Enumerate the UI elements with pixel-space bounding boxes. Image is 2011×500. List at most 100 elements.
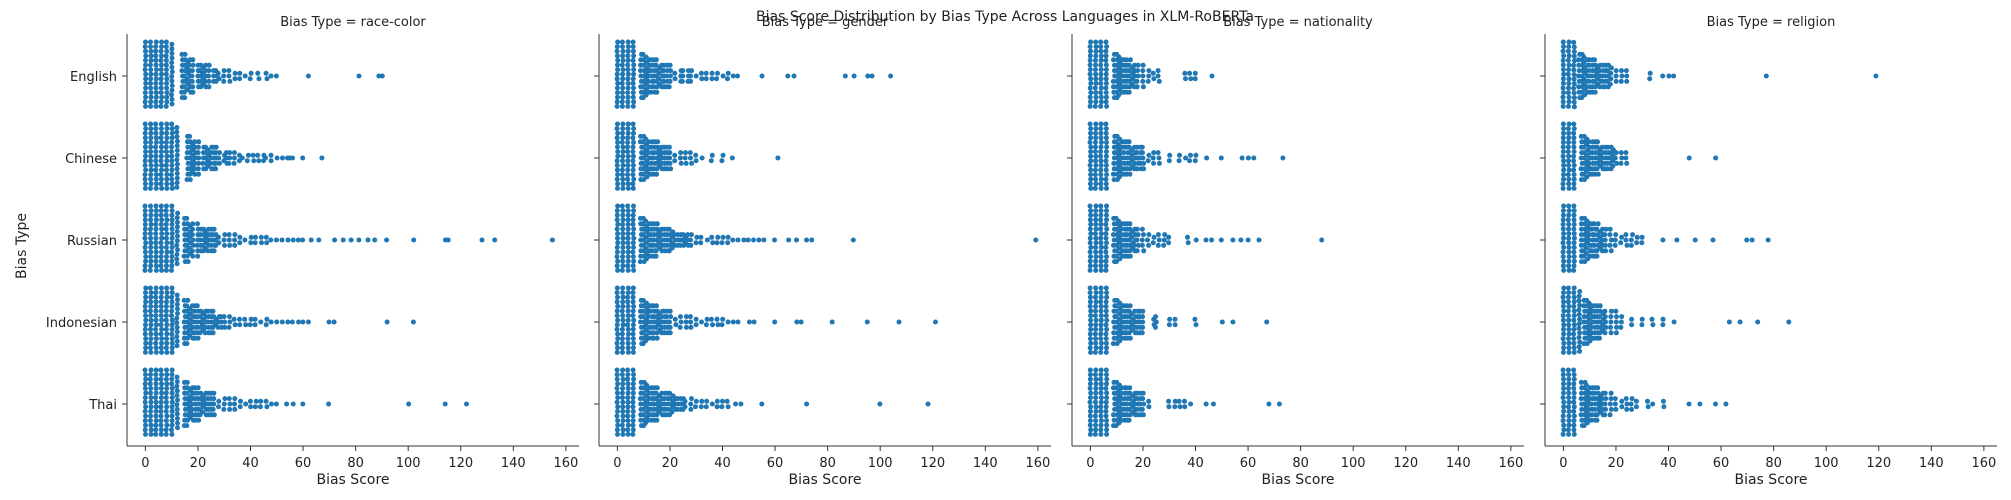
point-race-color-russian-178 xyxy=(226,237,232,243)
point-race-color-english-160 xyxy=(221,73,227,79)
point-race-color-russian-197 xyxy=(285,237,291,243)
point-race-color-chinese-38 xyxy=(153,158,159,164)
point-nationality-russian-153 xyxy=(1238,237,1244,243)
point-gender-english-47 xyxy=(630,48,636,54)
point-religion-indonesian-120 xyxy=(1603,324,1609,330)
panel-title-nationality: Bias Type = nationality xyxy=(1223,15,1373,30)
point-race-color-russian-14 xyxy=(142,267,148,273)
point-gender-russian-54 xyxy=(631,244,636,250)
point-gender-english-134 xyxy=(668,68,674,74)
point-gender-indonesian-45 xyxy=(630,285,636,291)
point-race-color-russian-113 xyxy=(184,226,190,232)
point-nationality-chinese-155 xyxy=(1204,155,1210,161)
point-race-color-english-164 xyxy=(227,78,233,84)
x-tick-label-gender-160: 160 xyxy=(1025,456,1050,471)
point-race-color-english-172 xyxy=(255,70,261,76)
point-nationality-chinese-107 xyxy=(1126,139,1132,145)
point-religion-indonesian-54 xyxy=(1577,330,1583,336)
point-gender-thai-107 xyxy=(654,385,660,391)
point-race-color-english-106 xyxy=(182,95,188,101)
point-gender-thai-33 xyxy=(625,381,631,387)
point-race-color-thai-130 xyxy=(189,406,195,412)
point-religion-indonesian-89 xyxy=(1589,324,1595,330)
point-gender-chinese-55 xyxy=(630,167,636,173)
point-gender-chinese-88 xyxy=(646,150,652,156)
point-race-color-indonesian-2 xyxy=(143,294,149,300)
point-race-color-thai-45 xyxy=(158,367,164,373)
point-religion-english-136 xyxy=(1647,70,1653,76)
point-race-color-russian-188 xyxy=(253,234,258,240)
point-race-color-chinese-136 xyxy=(195,144,201,150)
point-gender-indonesian-8 xyxy=(614,322,620,328)
point-race-color-indonesian-20 xyxy=(147,308,153,314)
point-nationality-english-57 xyxy=(1103,94,1109,100)
point-religion-thai-43 xyxy=(1571,427,1577,433)
point-race-color-indonesian-200 xyxy=(258,319,264,325)
point-nationality-thai-109 xyxy=(1126,396,1132,402)
point-nationality-russian-142 xyxy=(1161,237,1167,243)
point-religion-indonesian-141 xyxy=(1660,316,1666,322)
point-gender-english-143 xyxy=(680,68,686,74)
point-nationality-indonesian-46 xyxy=(1104,290,1110,296)
point-race-color-indonesian-76 xyxy=(169,290,175,296)
point-gender-indonesian-58 xyxy=(630,345,636,351)
point-race-color-indonesian-99 xyxy=(174,334,180,339)
point-gender-indonesian-43 xyxy=(625,345,631,351)
point-nationality-thai-146 xyxy=(1182,398,1187,404)
point-race-color-english-27 xyxy=(148,94,154,100)
swarm-race-color-english xyxy=(142,39,385,109)
point-religion-thai-84 xyxy=(1589,417,1595,423)
point-gender-thai-161 xyxy=(699,398,705,404)
point-gender-chinese-140 xyxy=(678,150,684,156)
point-race-color-chinese-93 xyxy=(174,138,180,144)
point-religion-english-35 xyxy=(1571,62,1577,68)
point-religion-russian-92 xyxy=(1595,221,1601,227)
point-gender-thai-108 xyxy=(653,390,659,396)
point-race-color-russian-101 xyxy=(174,261,180,267)
point-gender-indonesian-50 xyxy=(630,308,636,314)
point-nationality-chinese-42 xyxy=(1098,176,1104,182)
point-race-color-chinese-184 xyxy=(231,160,237,166)
point-race-color-russian-25 xyxy=(148,249,154,255)
point-nationality-english-129 xyxy=(1140,68,1146,74)
point-gender-russian-179 xyxy=(751,237,756,243)
point-religion-chinese-39 xyxy=(1571,162,1577,168)
point-race-color-english-123 xyxy=(189,73,195,79)
point-gender-indonesian-159 xyxy=(719,322,725,328)
point-race-color-thai-100 xyxy=(175,420,180,426)
point-gender-english-37 xyxy=(625,71,631,77)
point-gender-russian-168 xyxy=(710,240,716,246)
point-nationality-russian-136 xyxy=(1151,234,1157,240)
swarm-nationality-indonesian xyxy=(1087,285,1270,355)
point-race-color-russian-196 xyxy=(279,237,285,243)
point-religion-indonesian-49 xyxy=(1576,307,1582,313)
point-nationality-english-51 xyxy=(1103,67,1109,73)
point-nationality-thai-145 xyxy=(1177,404,1183,410)
point-religion-russian-5 xyxy=(1560,226,1566,232)
point-nationality-indonesian-135 xyxy=(1140,319,1146,325)
point-nationality-thai-137 xyxy=(1140,412,1146,418)
point-race-color-russian-66 xyxy=(164,231,170,237)
point-nationality-english-65 xyxy=(1110,78,1116,84)
point-gender-thai-41 xyxy=(625,418,631,424)
point-gender-russian-2 xyxy=(614,212,620,218)
point-race-color-english-149 xyxy=(206,78,212,84)
point-gender-thai-174 xyxy=(759,401,765,407)
point-gender-english-53 xyxy=(630,76,636,82)
point-religion-indonesian-9 xyxy=(1561,326,1566,332)
point-nationality-chinese-14 xyxy=(1088,185,1094,191)
point-nationality-thai-21 xyxy=(1093,395,1099,401)
point-religion-thai-115 xyxy=(1607,401,1613,407)
point-nationality-thai-46 xyxy=(1104,372,1109,378)
point-nationality-indonesian-107 xyxy=(1127,303,1133,309)
point-race-color-thai-196 xyxy=(263,398,269,404)
point-nationality-english-140 xyxy=(1156,78,1162,84)
point-race-color-english-179 xyxy=(356,73,362,79)
point-gender-indonesian-149 xyxy=(693,316,699,322)
point-nationality-chinese-3 xyxy=(1088,135,1094,141)
point-gender-english-58 xyxy=(631,99,637,105)
point-nationality-chinese-138 xyxy=(1146,152,1152,158)
point-gender-indonesian-92 xyxy=(645,335,651,341)
point-race-color-thai-90 xyxy=(174,374,180,380)
point-gender-chinese-11 xyxy=(615,172,621,178)
